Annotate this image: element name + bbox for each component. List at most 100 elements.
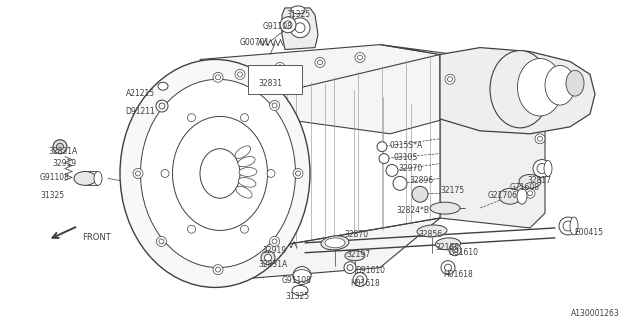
Circle shape [275,62,285,72]
Ellipse shape [158,82,168,90]
Ellipse shape [235,146,251,158]
Circle shape [449,244,461,256]
Circle shape [216,75,221,80]
Ellipse shape [292,285,308,295]
Circle shape [156,236,166,246]
Circle shape [559,217,577,235]
Ellipse shape [345,251,365,261]
Circle shape [295,23,305,33]
Ellipse shape [236,186,252,198]
Circle shape [213,265,223,275]
Ellipse shape [173,116,268,230]
Circle shape [159,103,164,108]
Circle shape [535,134,545,144]
Circle shape [537,164,547,173]
Text: G91108: G91108 [40,173,70,182]
Ellipse shape [239,167,257,176]
Circle shape [441,261,455,275]
Circle shape [527,191,532,196]
Text: A130001263: A130001263 [572,309,620,318]
Circle shape [235,69,245,79]
Circle shape [267,170,275,177]
Circle shape [53,140,67,154]
Circle shape [280,17,296,33]
Circle shape [278,65,282,70]
Text: 32919: 32919 [52,159,76,168]
Circle shape [317,60,323,65]
Circle shape [261,251,275,265]
Ellipse shape [517,188,527,204]
Text: 32831: 32831 [258,79,282,88]
Text: 32896: 32896 [409,176,433,185]
Text: 32186: 32186 [435,243,459,252]
Ellipse shape [545,65,575,105]
Text: 31325: 31325 [40,191,64,200]
Circle shape [393,176,407,190]
Circle shape [241,114,248,122]
Circle shape [272,239,277,244]
Ellipse shape [200,149,240,198]
Ellipse shape [120,60,310,287]
Circle shape [159,239,164,244]
Circle shape [347,265,353,271]
Circle shape [353,273,367,286]
Circle shape [538,136,543,141]
Text: 0315S*A: 0315S*A [390,141,423,150]
Circle shape [213,72,223,82]
Circle shape [525,188,535,198]
Circle shape [298,271,307,280]
Text: G91108: G91108 [282,276,312,284]
Circle shape [525,84,535,94]
Circle shape [358,55,362,60]
Circle shape [533,160,551,177]
Ellipse shape [566,70,584,96]
Ellipse shape [435,238,461,250]
Text: D91610: D91610 [355,266,385,275]
Ellipse shape [490,51,550,128]
Circle shape [293,169,303,179]
Ellipse shape [544,161,552,176]
Circle shape [293,267,311,284]
Polygon shape [200,44,445,134]
Text: 32970: 32970 [398,164,422,172]
Text: 32856: 32856 [418,230,442,239]
Ellipse shape [519,174,541,188]
Circle shape [156,100,166,110]
Text: 32175: 32175 [440,186,464,195]
Circle shape [156,100,168,112]
Ellipse shape [570,217,578,235]
Ellipse shape [325,238,345,248]
Ellipse shape [141,79,296,268]
Text: 32831A: 32831A [258,260,287,269]
Circle shape [379,154,389,164]
Circle shape [296,171,301,176]
Text: 0310S: 0310S [393,153,417,162]
Ellipse shape [417,225,447,237]
Text: 31325: 31325 [286,10,310,19]
Ellipse shape [430,202,460,214]
Circle shape [386,164,398,176]
Circle shape [355,52,365,62]
Text: H01618: H01618 [350,279,380,289]
Circle shape [161,170,169,177]
Polygon shape [282,8,318,50]
Ellipse shape [74,172,96,185]
Ellipse shape [518,59,563,116]
Circle shape [445,264,451,271]
Circle shape [136,171,141,176]
Text: E00415: E00415 [574,228,603,237]
Circle shape [377,142,387,152]
Text: D91211: D91211 [125,107,155,116]
Circle shape [290,18,310,38]
Circle shape [237,72,243,77]
Circle shape [412,186,428,202]
Text: 32817: 32817 [527,176,551,185]
Circle shape [188,225,195,233]
Circle shape [269,236,280,246]
Circle shape [356,276,364,283]
Circle shape [159,103,165,109]
Text: 32919: 32919 [262,246,286,255]
Circle shape [344,262,356,274]
Ellipse shape [238,156,255,167]
Text: 32197: 32197 [346,250,370,259]
